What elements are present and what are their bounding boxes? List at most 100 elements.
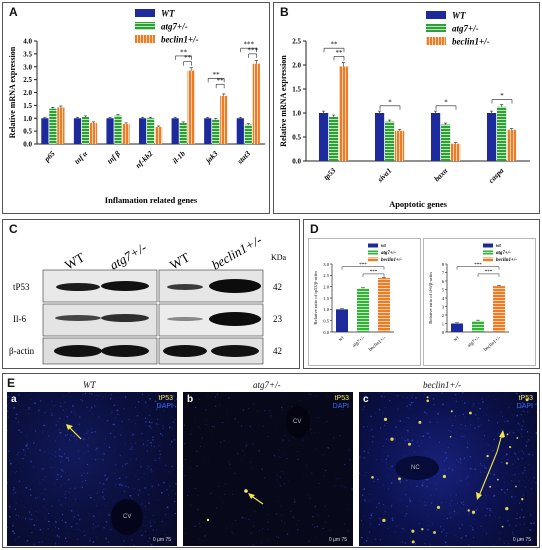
cb-xtick: baxα: [432, 165, 450, 183]
panel-b: B 0.0 0.5 1.0 1.5 2.0 2.5 Relative mRNA expres…: [273, 2, 540, 214]
cb-bar: [375, 113, 385, 161]
d2-ylabel: Relative ratio of il-6/β-actin: [428, 272, 433, 324]
d2-ytick: 1: [442, 321, 445, 326]
band-il6-wt1: [55, 315, 101, 321]
ca-xlabel: Inflamation related genes: [105, 195, 198, 205]
band-tp53-wt1: [56, 283, 100, 291]
ca-legend-swatch: [135, 35, 155, 43]
panel-a: A 0.0 0.5 1.0 1.5 2.0 2.5 3.0 3.5 4.0 Relative mR…: [2, 2, 270, 214]
blot-kda-il6: 23: [273, 314, 283, 324]
band-tp53-beclin1: [209, 279, 261, 293]
ca-bar: [212, 119, 220, 144]
ca-ytick: 3.0: [23, 63, 32, 71]
blot-header-atg7: atg7+/-: [107, 240, 149, 273]
micrograph-c: c tP53 DAPI NC 0 μm 75: [359, 392, 537, 546]
panel-e: E WT atg7+/- beclin1+/- a tP53 DAPI CV 0…: [2, 373, 540, 548]
band-il6-atg7: [101, 314, 149, 322]
ca-bar: [204, 118, 212, 144]
ca-bar: [236, 118, 244, 144]
significance-label: *: [388, 98, 392, 106]
panel-c: C WT atg7+/- WT beclin1+/- KDa tP53 Il-6…: [2, 219, 300, 369]
ca-ytick: 1.5: [23, 102, 32, 110]
cb-ytick: 0.5: [292, 134, 301, 142]
ca-bar: [252, 63, 260, 144]
ca-ytick: 0.0: [23, 141, 32, 149]
chart-d-il6: 0 1 2 3 4 5 6 7 8 Relative ratio of il-6/β-actin w…: [423, 238, 536, 366]
cb-xtick: caspa: [487, 166, 506, 185]
d1-ytick: 0.0: [323, 330, 329, 335]
ca-bar: [41, 118, 49, 144]
band-actin-beclin1: [211, 345, 259, 357]
cb-bar: [319, 113, 329, 161]
d2-ytick: 2: [442, 313, 445, 318]
cb-legend-label: atg7+/-: [452, 24, 479, 34]
d2-bar: [451, 323, 463, 332]
blot-row-il6: Il-6: [13, 314, 26, 324]
significance-label: ***: [370, 270, 378, 275]
ca-bar: [114, 115, 122, 144]
d1-bar: [336, 309, 348, 332]
ca-xtick: jak3: [203, 149, 220, 166]
micro-c-overlay: [359, 392, 537, 546]
d1-bar: [378, 278, 390, 332]
d1-legend-label: atg7+/-: [381, 251, 396, 256]
significance-label: ***: [474, 263, 482, 268]
band-il6-beclin1: [209, 312, 261, 326]
panel-a-label: A: [9, 5, 18, 19]
ca-xtick: p65: [42, 149, 57, 164]
d1-ytick: 1.5: [323, 296, 329, 301]
d2-ytick: 8: [442, 262, 445, 267]
d1-legend-swatch: [368, 257, 378, 262]
d2-xtick: wt: [453, 335, 461, 342]
cb-xtick: tp53: [322, 166, 338, 182]
ca-xtick: nf-kb2: [134, 149, 155, 170]
micro-c-region: NC: [411, 465, 420, 471]
d1-legend-swatch: [368, 243, 378, 248]
ca-ytick: 0.5: [23, 128, 32, 136]
micro-b-region: CV: [293, 419, 302, 425]
band-actin-wt2: [163, 345, 207, 357]
blot-row-actin: β-actin: [9, 346, 35, 356]
cb-ylabel: Relative mRNA expression: [279, 55, 288, 147]
cb-legend-label: WT: [452, 11, 466, 21]
d1-xtick: wt: [338, 335, 346, 342]
micro-a-stain-tp53: tP53: [158, 395, 173, 402]
micro-b-stain-tp53: tP53: [334, 395, 349, 402]
d2-legend-label: beclin1+/-: [496, 258, 517, 263]
cb-bar: [395, 130, 405, 161]
band-actin-wt1: [54, 345, 102, 357]
ca-bar: [171, 118, 179, 144]
significance-label: **: [184, 54, 192, 62]
ca-xtick: il-1b: [171, 149, 188, 166]
d2-bar: [472, 320, 484, 332]
significance-label: **: [336, 49, 344, 57]
cb-ytick: 1.0: [292, 110, 301, 118]
cb-ytick: 2.5: [292, 38, 301, 46]
cb-bar: [451, 143, 461, 161]
ca-ytick: 2.5: [23, 76, 32, 84]
ca-ylabel: Relative mRNA expression: [8, 46, 17, 138]
d2-ytick: 7: [442, 270, 445, 275]
ca-ytick: 3.5: [23, 50, 32, 58]
cb-xlabel: Apoptotic genes: [389, 199, 448, 209]
significance-label: **: [213, 71, 221, 79]
d2-ytick: 3: [442, 304, 445, 309]
panel-e-label: E: [7, 376, 16, 390]
blot-kda-label: KDa: [271, 253, 287, 262]
ca-xtick: tnf β: [105, 149, 122, 166]
ca-bar: [179, 122, 187, 144]
ca-bar: [122, 123, 130, 144]
ca-legend-swatch: [135, 22, 155, 30]
ca-bar: [147, 118, 155, 144]
ca-bar: [49, 108, 57, 144]
ca-bar: [73, 118, 82, 144]
micro-b-stain-dapi: DAPI: [332, 403, 349, 410]
panel-d: D 0.0 0.5 1.0 1.5 2.0 2.5 3.0 Relative ratio of…: [303, 219, 540, 369]
significance-label: ***: [359, 263, 367, 268]
blot-kda-tp53: 42: [273, 282, 282, 292]
blot-kda-actin: 42: [273, 346, 282, 356]
d1-ylabel: Relative ratio of tp53/β-actin: [313, 271, 318, 325]
d2-legend-label: atg7+/-: [496, 251, 511, 256]
d2-ytick: 6: [442, 279, 445, 284]
significance-label: ***: [243, 41, 254, 49]
